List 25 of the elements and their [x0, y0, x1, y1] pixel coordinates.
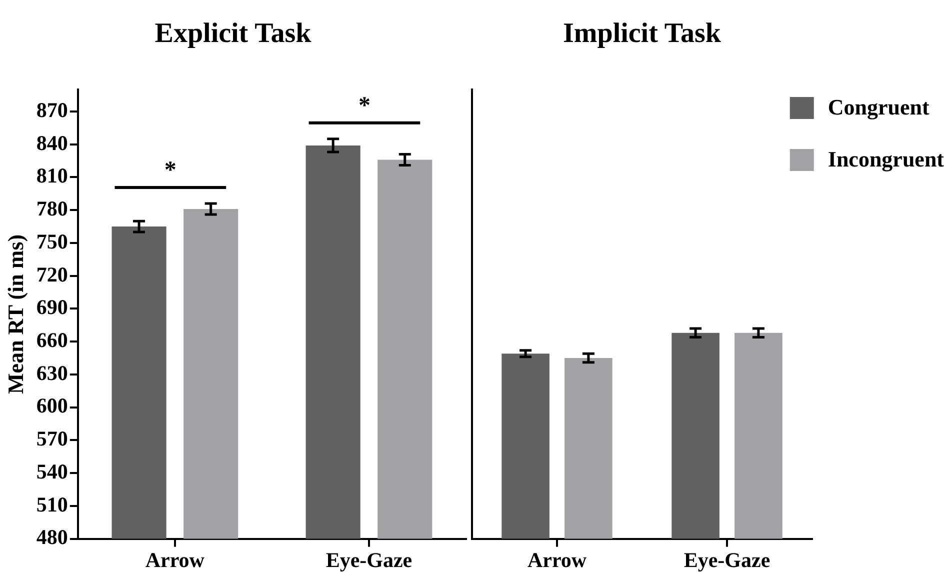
y-tick-label: 690: [36, 295, 68, 320]
chart-title: Explicit Task: [154, 18, 312, 50]
y-tick-label: 600: [36, 394, 68, 418]
legend-label: Incongruent: [828, 146, 945, 172]
y-tick-label: 840: [36, 130, 68, 155]
y-axis-title: Mean RT (in ms): [2, 234, 28, 394]
x-tick-label: Eye-Gaze: [684, 548, 770, 572]
y-tick-label: 570: [36, 426, 68, 451]
x-tick-label: Eye-Gaze: [326, 548, 412, 572]
y-tick-label: 510: [36, 492, 68, 516]
chart-title: Implicit Task: [563, 18, 722, 50]
y-tick-label: 780: [36, 196, 68, 221]
y-tick-label: 870: [36, 98, 68, 122]
legend-label: Congruent: [828, 94, 930, 120]
y-tick-label: 750: [36, 229, 68, 254]
y-tick-label: 630: [36, 360, 68, 385]
annotation: *: [358, 93, 370, 120]
y-tick-label: 660: [36, 328, 68, 352]
x-tick-label: Arrow: [527, 548, 588, 572]
y-tick-label: 540: [36, 459, 68, 484]
y-tick-label: 720: [36, 262, 68, 286]
x-tick-label: Arrow: [145, 548, 206, 572]
annotation: *: [164, 158, 176, 184]
y-tick-label: 480: [36, 525, 68, 550]
y-tick-label: 810: [36, 164, 68, 188]
